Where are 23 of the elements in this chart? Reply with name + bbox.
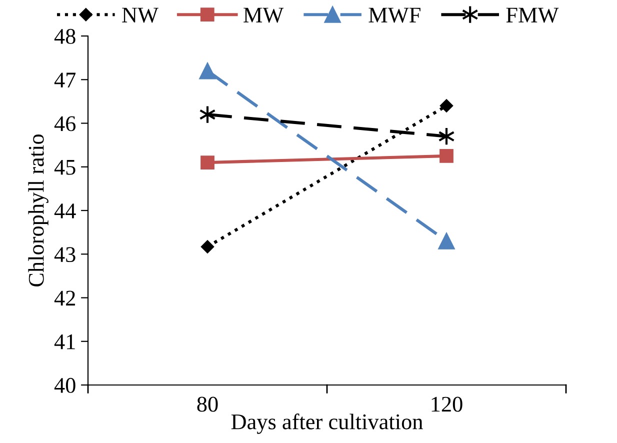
y-tick-label: 44 (54, 204, 76, 218)
point (438, 232, 455, 250)
point (440, 149, 454, 163)
y-tick-label: 43 (54, 247, 76, 262)
y-tick-label: 42 (54, 290, 75, 306)
point (200, 156, 214, 170)
x-tick-label: 120 (432, 396, 462, 412)
legend-label: MW (244, 8, 284, 23)
legend-label: MWF (368, 8, 420, 23)
y-tick-label: 40 (54, 378, 76, 393)
y-tick-label: 48 (54, 28, 76, 44)
point (440, 99, 454, 112)
x-axis-title: Days after cultivation (231, 413, 423, 434)
x-tick-label: 80 (197, 396, 218, 412)
y-axis-title: Chlorophyll ratio (28, 134, 48, 286)
y-tick-label: 45 (54, 160, 76, 175)
y-tick-label: 41 (54, 334, 75, 350)
point (200, 240, 214, 254)
point (199, 62, 216, 80)
legend-label: NW (122, 8, 158, 23)
y-tick-label: 47 (54, 72, 76, 88)
y-tick-label: 46 (54, 116, 76, 132)
legend-label: FMW (506, 8, 559, 23)
